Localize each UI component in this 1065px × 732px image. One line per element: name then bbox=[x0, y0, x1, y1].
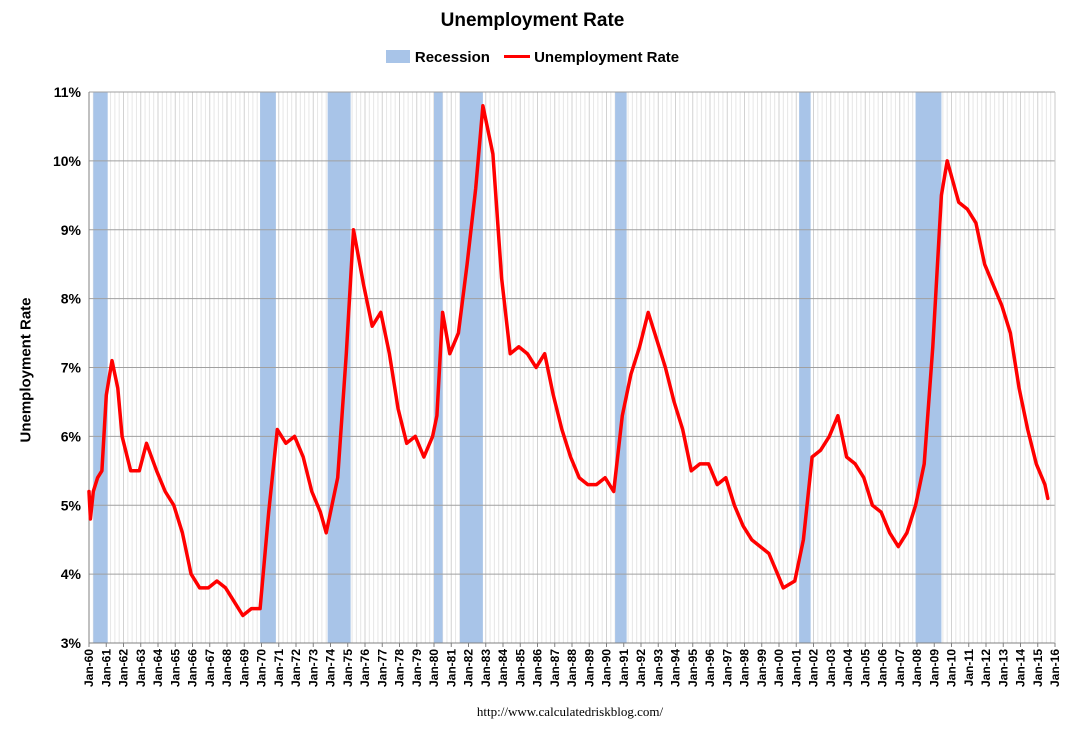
x-tick-label: Jan-91 bbox=[617, 649, 631, 687]
x-tick-label: Jan-82 bbox=[462, 649, 476, 687]
legend-label-recession: Recession bbox=[414, 48, 490, 66]
x-tick-label: Jan-11 bbox=[962, 649, 976, 687]
x-tick-label: Jan-77 bbox=[375, 649, 389, 687]
y-tick-label: 4% bbox=[61, 566, 82, 582]
x-tick-label: Jan-67 bbox=[203, 649, 217, 687]
x-tick-label: Jan-08 bbox=[910, 649, 924, 687]
x-tick-label: Jan-64 bbox=[151, 649, 165, 687]
y-tick-label: 7% bbox=[61, 360, 82, 376]
x-tick-label: Jan-68 bbox=[220, 649, 234, 687]
x-tick-label: Jan-62 bbox=[117, 649, 131, 687]
y-tick-label: 10% bbox=[53, 153, 82, 169]
x-tick-label: Jan-86 bbox=[531, 649, 545, 687]
x-tick-label: Jan-01 bbox=[789, 649, 803, 687]
x-tick-label: Jan-07 bbox=[893, 649, 907, 687]
x-tick-label: Jan-83 bbox=[479, 649, 493, 687]
y-tick-label: 8% bbox=[61, 291, 82, 307]
x-tick-label: Jan-02 bbox=[807, 649, 821, 687]
x-tick-label: Jan-13 bbox=[996, 649, 1010, 687]
x-tick-label: Jan-75 bbox=[341, 649, 355, 687]
x-tick-label: Jan-96 bbox=[703, 649, 717, 687]
x-tick-label: Jan-60 bbox=[82, 649, 96, 687]
chart-title: Unemployment Rate bbox=[440, 10, 625, 31]
x-tick-label: Jan-74 bbox=[324, 649, 338, 687]
x-tick-label: Jan-89 bbox=[582, 649, 596, 687]
x-tick-label: Jan-71 bbox=[272, 649, 286, 687]
x-tick-label: Jan-10 bbox=[945, 649, 959, 687]
x-tick-label: Jan-04 bbox=[841, 649, 855, 687]
x-tick-label: Jan-69 bbox=[237, 649, 251, 687]
x-tick-label: Jan-85 bbox=[513, 649, 527, 687]
x-tick-label: Jan-15 bbox=[1031, 649, 1045, 687]
x-tick-label: Jan-88 bbox=[565, 649, 579, 687]
y-tick-label: 11% bbox=[54, 84, 82, 100]
x-tick-label: Jan-03 bbox=[824, 649, 838, 687]
legend-item-unemployment: Unemployment Rate bbox=[504, 49, 679, 66]
x-tick-label: Jan-79 bbox=[410, 649, 424, 687]
legend: Recession Unemployment Rate bbox=[0, 48, 1065, 66]
x-tick-label: Jan-87 bbox=[548, 649, 562, 687]
x-tick-label: Jan-63 bbox=[134, 649, 148, 687]
y-tick-label: 9% bbox=[61, 222, 82, 238]
x-tick-label: Jan-80 bbox=[427, 649, 441, 687]
y-tick-label: 6% bbox=[61, 428, 82, 444]
x-tick-label: Jan-72 bbox=[289, 649, 303, 687]
x-tick-label: Jan-76 bbox=[358, 649, 372, 687]
legend-label-unemployment: Unemployment Rate bbox=[534, 48, 680, 66]
y-tick-label: 5% bbox=[61, 497, 82, 513]
x-tick-label: Jan-93 bbox=[651, 649, 665, 687]
x-tick-label: Jan-81 bbox=[444, 649, 458, 687]
x-tick-label: Jan-65 bbox=[168, 649, 182, 687]
source-url: http://www.calculatedriskblog.com/ bbox=[476, 704, 664, 719]
x-tick-label: Jan-78 bbox=[393, 649, 407, 687]
x-tick-label: Jan-90 bbox=[600, 649, 614, 687]
legend-item-recession: Recession bbox=[385, 48, 490, 66]
x-tick-label: Jan-14 bbox=[1014, 649, 1028, 687]
x-tick-label: Jan-99 bbox=[755, 649, 769, 687]
x-tick-label: Jan-06 bbox=[876, 649, 890, 687]
x-tick-label: Jan-12 bbox=[979, 649, 993, 687]
x-tick-label: Jan-70 bbox=[255, 649, 269, 687]
x-tick-label: Jan-98 bbox=[738, 649, 752, 687]
x-tick-label: Jan-00 bbox=[772, 649, 786, 687]
x-tick-label: Jan-95 bbox=[686, 649, 700, 687]
legend-swatch-unemployment bbox=[504, 54, 531, 58]
x-tick-label: Jan-97 bbox=[720, 649, 734, 687]
x-tick-label: Jan-61 bbox=[99, 649, 113, 687]
x-tick-label: Jan-16 bbox=[1048, 649, 1062, 687]
x-tick-label: Jan-84 bbox=[496, 649, 510, 687]
x-tick-label: Jan-66 bbox=[186, 649, 200, 687]
x-tick-label: Jan-92 bbox=[634, 649, 648, 687]
x-tick-label: Jan-09 bbox=[927, 649, 941, 687]
x-tick-label: Jan-05 bbox=[858, 649, 872, 687]
legend-swatch-recession bbox=[385, 49, 410, 63]
y-tick-label: 3% bbox=[61, 635, 82, 651]
x-tick-label: Jan-94 bbox=[669, 649, 683, 687]
x-tick-label: Jan-73 bbox=[306, 649, 320, 687]
unemployment-rate-line bbox=[87, 104, 1050, 618]
